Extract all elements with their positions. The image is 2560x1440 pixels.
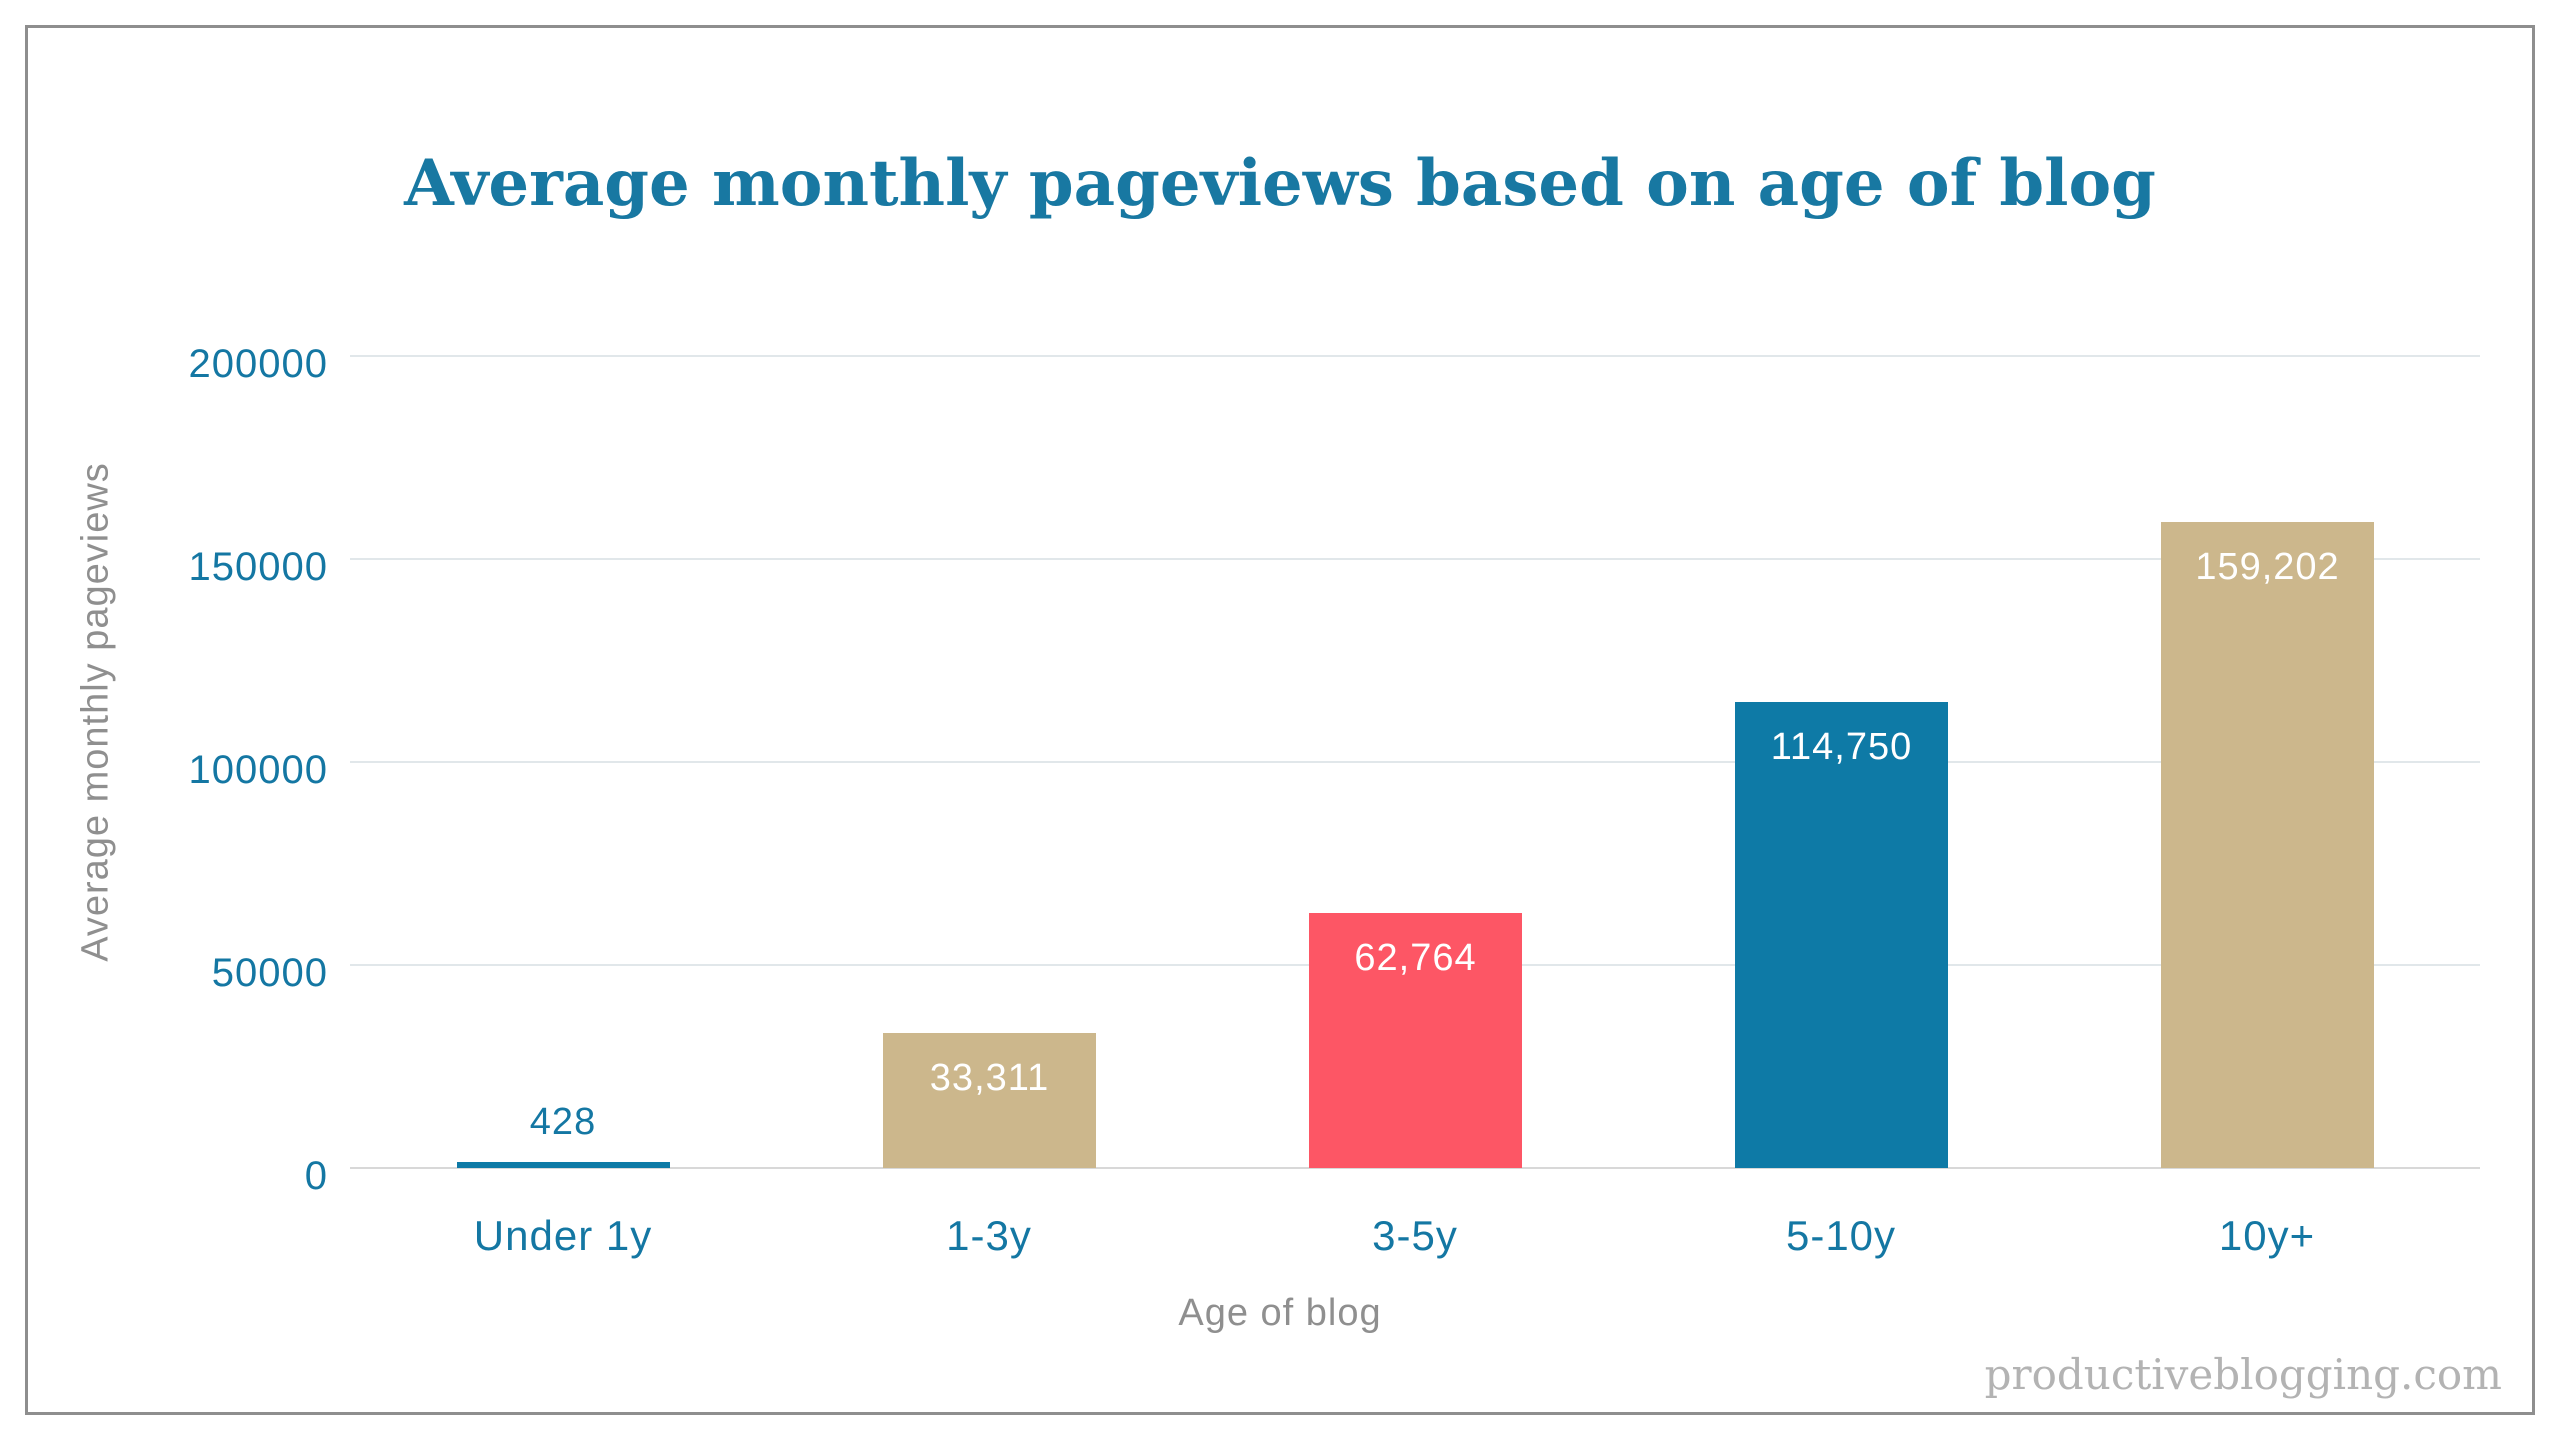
bar-1-3y: 33,311 [883, 1033, 1096, 1168]
bar-value-label: 33,311 [929, 1057, 1050, 1099]
chart-frame [25, 25, 2535, 1415]
x-axis-baseline [350, 1167, 2480, 1169]
x-tick-label: 5-10y [1785, 1212, 1897, 1259]
y-tick-label: 0 [304, 1154, 328, 1198]
x-tick-label: Under 1y [473, 1212, 653, 1259]
bar-value-label: 159,202 [2195, 546, 2340, 588]
x-tick-label: 1-3y [946, 1212, 1032, 1259]
y-tick-label: 100000 [188, 748, 328, 792]
gridline [350, 558, 2480, 560]
plot-area: 428 33,311 62,764 114,750 159,202 [350, 355, 2480, 1169]
y-axis-title: Average monthly pageviews [74, 462, 117, 962]
y-tick-label: 150000 [188, 545, 328, 589]
bar-5-10y: 114,750 [1735, 702, 1948, 1168]
y-tick-label: 200000 [188, 342, 328, 386]
bar-value-label: 62,764 [1354, 937, 1477, 979]
watermark: productiveblogging.com [1984, 1350, 2502, 1399]
x-tick-label: 10y+ [2218, 1212, 2316, 1259]
bar-value-label: 114,750 [1770, 726, 1913, 768]
bar-value-label: 428 [529, 1101, 597, 1143]
x-tick-label: 3-5y [1372, 1212, 1458, 1259]
y-tick-label: 50000 [211, 951, 328, 995]
bar-3-5y: 62,764 [1309, 913, 1522, 1168]
gridline [350, 761, 2480, 763]
bar-under-1y [457, 1162, 670, 1168]
bar-10y-: 159,202 [2161, 522, 2374, 1168]
x-axis-title: Age of blog [1178, 1292, 1382, 1334]
chart-title: Average monthly pageviews based on age o… [404, 146, 2156, 221]
gridline [350, 355, 2480, 357]
